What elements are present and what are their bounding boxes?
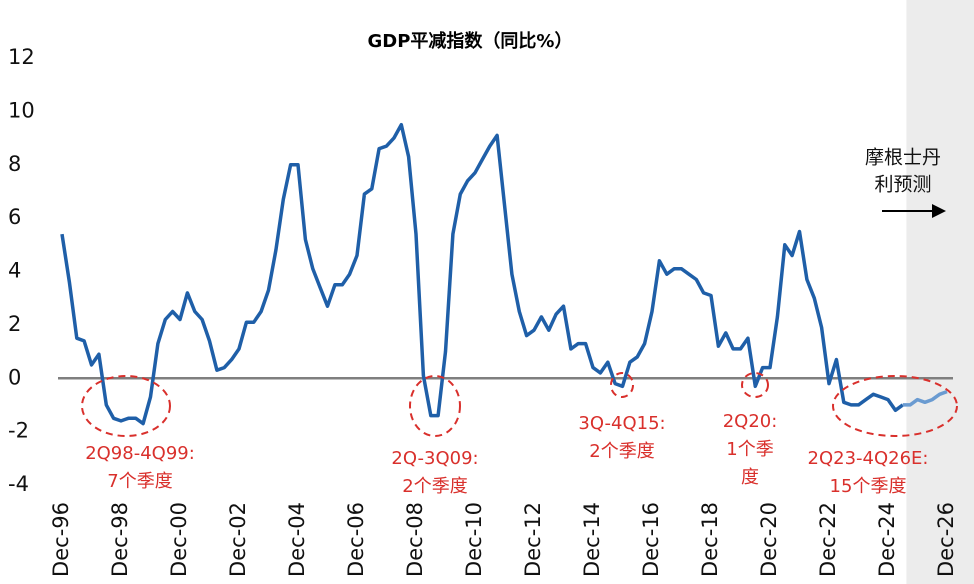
forecast-label: 摩根士丹 — [865, 147, 941, 169]
y-tick-label: -4 — [8, 472, 29, 496]
data-line — [902, 389, 948, 407]
y-tick-label: -2 — [8, 419, 29, 443]
x-tick-label: Dec-98 — [108, 502, 132, 577]
x-tick-label: Dec-26 — [934, 502, 958, 577]
annotation-circle — [409, 375, 461, 437]
y-tick-label: 4 — [8, 259, 21, 283]
data-line — [60, 122, 904, 426]
y-tick-label: 0 — [8, 365, 21, 389]
x-tick-label: Dec-20 — [757, 502, 781, 577]
annotation-text: 3Q-4Q15: — [578, 413, 665, 434]
x-tick-label: Dec-18 — [698, 502, 722, 577]
y-tick-label: 10 — [8, 98, 35, 122]
y-tick-label: 2 — [8, 312, 21, 336]
y-tick-label: 12 — [8, 45, 35, 69]
x-tick-label: Dec-24 — [875, 502, 899, 577]
y-tick-label: 6 — [8, 205, 21, 229]
annotation-circle — [610, 372, 634, 398]
forecast-arrowhead — [932, 204, 946, 218]
x-tick-label: Dec-14 — [580, 502, 604, 577]
annotation-text: 2Q20: — [723, 411, 778, 432]
forecast-shade — [906, 0, 974, 584]
annotation-text: 2Q-3Q09: — [391, 448, 478, 469]
x-tick-label: Dec-12 — [521, 502, 545, 577]
x-tick-label: Dec-16 — [639, 502, 663, 577]
annotation-text: 2个季度 — [402, 476, 467, 497]
annotation-text: 1个季 — [726, 439, 773, 460]
annotation-text: 2个季度 — [589, 441, 654, 462]
forecast-label: 利预测 — [874, 174, 931, 196]
annotation-text: 15个季度 — [830, 476, 907, 497]
annotation-circle — [81, 375, 171, 437]
x-tick-label: Dec-04 — [285, 502, 309, 577]
annotation-circle — [741, 372, 769, 398]
x-tick-label: Dec-00 — [167, 502, 191, 577]
annotation-text: 2Q98-4Q99: — [85, 443, 195, 464]
annotation-text: 度 — [741, 467, 759, 488]
x-tick-label: Dec-08 — [403, 502, 427, 577]
y-tick-label: 8 — [8, 152, 21, 176]
annotation-circle — [832, 375, 958, 437]
x-tick-label: Dec-10 — [462, 502, 486, 577]
chart-title: GDP平减指数（同比%） — [368, 30, 573, 52]
x-tick-label: Dec-06 — [344, 502, 368, 577]
x-tick-label: Dec-02 — [226, 502, 250, 577]
annotation-text: 7个季度 — [107, 471, 172, 492]
x-tick-label: Dec-96 — [49, 502, 73, 577]
x-tick-label: Dec-22 — [816, 502, 840, 577]
annotation-text: 2Q23-4Q26E: — [808, 448, 929, 469]
